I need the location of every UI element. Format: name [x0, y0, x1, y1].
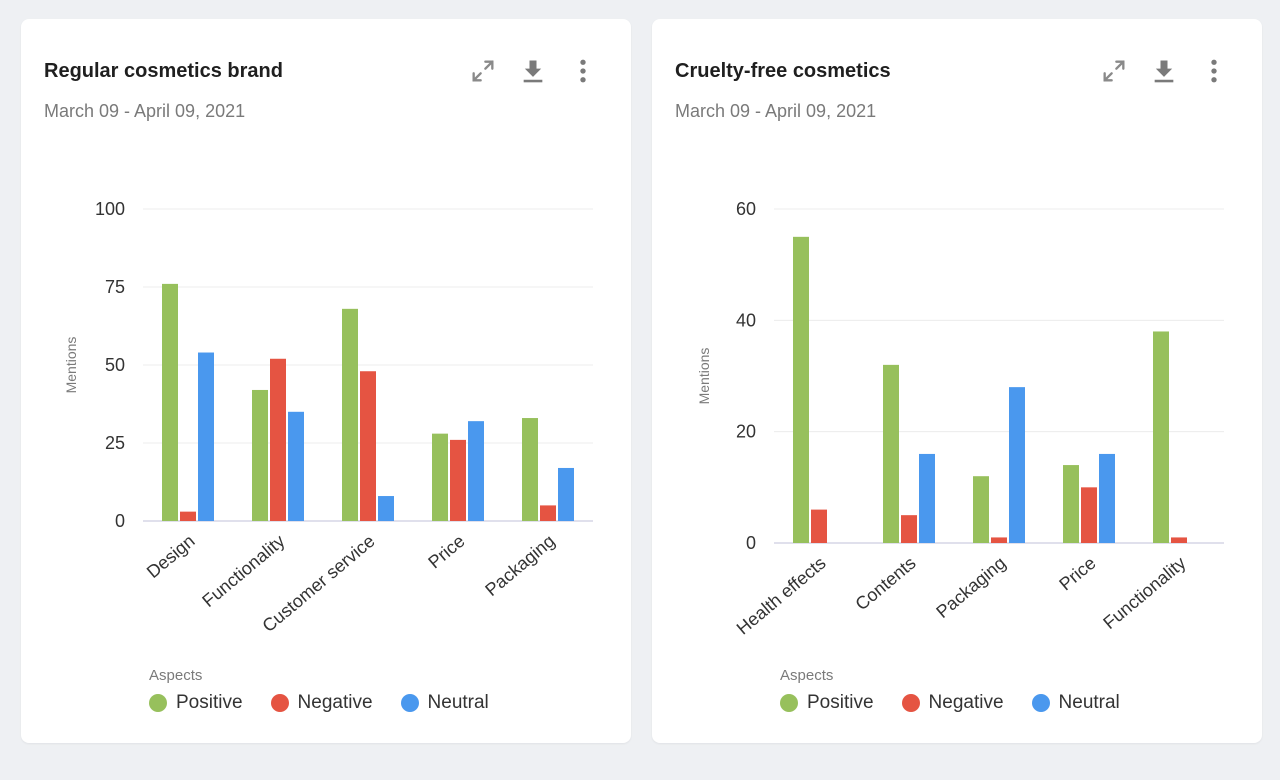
- legend-dot-positive: [780, 694, 798, 712]
- y-tick-label: 75: [105, 277, 125, 297]
- x-tick-label: Functionality: [1099, 553, 1189, 633]
- legend-label: Neutral: [1058, 692, 1120, 713]
- legend-dot-neutral: [1031, 694, 1050, 712]
- bar-positive[interactable]: [432, 433, 448, 521]
- legend-title: Aspects: [149, 667, 203, 684]
- bar-chart: 0 20 40 60 Mentions Health effects Contents Pac…: [696, 199, 1224, 639]
- bar-positive[interactable]: [793, 236, 809, 543]
- legend-label: Positive: [807, 692, 874, 713]
- bar-negative[interactable]: [1171, 537, 1187, 543]
- y-tick-label: 40: [736, 310, 756, 330]
- bar-neutral[interactable]: [378, 496, 394, 521]
- x-tick-label: Contents: [852, 553, 920, 615]
- bar-positive[interactable]: [162, 283, 178, 521]
- expand-icon: [472, 60, 494, 82]
- y-tick-label: 0: [115, 511, 125, 531]
- legend-item-neutral[interactable]: Neutral: [1031, 692, 1120, 714]
- bar-negative[interactable]: [270, 358, 286, 521]
- legend-dot-negative: [270, 694, 289, 712]
- legend-label: Positive: [176, 692, 243, 713]
- legend-label: Negative: [297, 692, 373, 713]
- x-tick-label: Design: [143, 531, 199, 582]
- legend-dot-negative: [901, 694, 920, 712]
- bar-neutral[interactable]: [919, 453, 935, 543]
- y-tick-label: 50: [105, 355, 125, 375]
- card-toolbar: [465, 53, 601, 89]
- y-tick-label: 0: [746, 533, 756, 553]
- bar-neutral[interactable]: [198, 352, 214, 521]
- bar-neutral[interactable]: [288, 411, 304, 521]
- x-tick-label: Packaging: [932, 553, 1009, 622]
- bar-neutral[interactable]: [1099, 453, 1115, 543]
- more-vertical-icon: [1211, 59, 1217, 83]
- bar-negative[interactable]: [991, 537, 1007, 543]
- legend-item-negative[interactable]: Negative: [270, 692, 373, 714]
- more-options-button[interactable]: [1196, 53, 1232, 89]
- bar-negative[interactable]: [450, 439, 466, 521]
- download-icon: [523, 60, 543, 83]
- expand-button[interactable]: [465, 53, 501, 89]
- x-tick-label: Functionality: [198, 531, 288, 611]
- download-button[interactable]: [515, 53, 551, 89]
- more-options-button[interactable]: [565, 53, 601, 89]
- bar-neutral[interactable]: [1009, 387, 1025, 543]
- legend-item-negative[interactable]: Negative: [901, 692, 1004, 714]
- bar-negative[interactable]: [540, 505, 556, 521]
- bar-negative[interactable]: [1081, 487, 1097, 543]
- bar-negative[interactable]: [901, 515, 917, 543]
- download-icon: [1154, 60, 1174, 83]
- chart-card-regular: Regular cosmetics brand March 09 - April…: [21, 19, 631, 743]
- card-date-range: March 09 - April 09, 2021: [44, 101, 246, 121]
- x-tick-label: Price: [424, 531, 468, 573]
- bar-neutral[interactable]: [558, 467, 574, 521]
- download-button[interactable]: [1146, 53, 1182, 89]
- legend: Positive Negative Neutral: [149, 692, 489, 714]
- legend-item-positive[interactable]: Positive: [149, 692, 243, 714]
- bar-positive[interactable]: [522, 418, 538, 521]
- legend-label: Neutral: [427, 692, 489, 713]
- bar-positive[interactable]: [252, 389, 268, 521]
- card-toolbar: [1096, 53, 1232, 89]
- y-axis-label: Mentions: [63, 337, 79, 394]
- y-axis-label: Mentions: [696, 348, 712, 405]
- card-title: Regular cosmetics brand: [44, 60, 283, 82]
- x-tick-label: Price: [1055, 553, 1099, 595]
- bar-negative[interactable]: [180, 511, 196, 521]
- x-tick-label: Health effects: [733, 553, 830, 639]
- legend-title: Aspects: [780, 667, 834, 684]
- bar-negative[interactable]: [811, 509, 827, 543]
- legend-label: Negative: [928, 692, 1004, 713]
- legend: Positive Negative Neutral: [780, 692, 1120, 714]
- bar-positive[interactable]: [1153, 331, 1169, 543]
- bar-positive[interactable]: [883, 364, 899, 543]
- y-tick-label: 20: [736, 422, 756, 442]
- expand-icon: [1103, 60, 1125, 82]
- expand-button[interactable]: [1096, 53, 1132, 89]
- bar-positive[interactable]: [973, 476, 989, 543]
- legend-dot-positive: [149, 694, 167, 712]
- more-vertical-icon: [580, 59, 586, 83]
- card-title: Cruelty-free cosmetics: [675, 60, 891, 82]
- y-tick-label: 100: [95, 199, 125, 219]
- bar-neutral[interactable]: [468, 421, 484, 521]
- legend-item-neutral[interactable]: Neutral: [400, 692, 489, 714]
- card-date-range: March 09 - April 09, 2021: [675, 101, 877, 121]
- legend-dot-neutral: [400, 694, 419, 712]
- bar-positive[interactable]: [342, 308, 358, 521]
- chart-card-cruelty-free: Cruelty-free cosmetics March 09 - April …: [652, 19, 1262, 743]
- y-tick-label: 60: [736, 199, 756, 219]
- legend-item-positive[interactable]: Positive: [780, 692, 874, 714]
- x-tick-label: Packaging: [481, 531, 558, 600]
- bar-positive[interactable]: [1063, 465, 1079, 543]
- y-tick-label: 25: [105, 433, 125, 453]
- bar-negative[interactable]: [360, 371, 376, 521]
